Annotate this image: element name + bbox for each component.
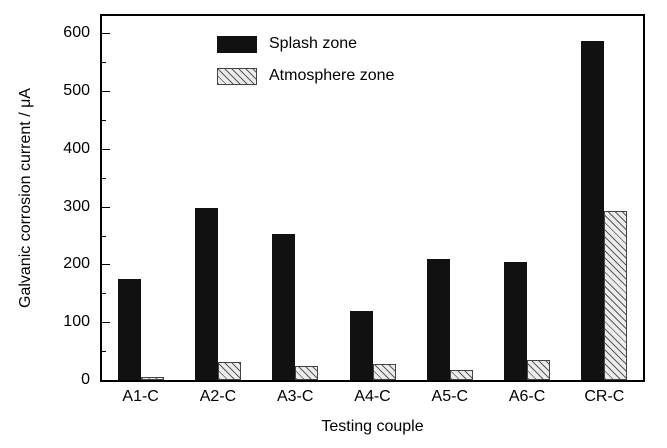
y-tick-label: 0 — [81, 371, 90, 388]
legend-label: Atmosphere zone — [269, 67, 395, 84]
y-major-tick — [102, 148, 110, 150]
x-tick-label: A4-C — [354, 388, 391, 405]
x-tick-label: A6-C — [508, 388, 546, 405]
bar-atmosphere-A2-C — [217, 361, 241, 380]
x-tick-label: CR-C — [584, 388, 625, 405]
y-minor-tick — [102, 62, 106, 64]
bar-atmosphere-A1-C — [140, 377, 164, 380]
bar-atmosphere-A3-C — [295, 365, 319, 380]
y-tick-label: 500 — [63, 82, 90, 100]
bar-atmosphere-CR-C — [604, 211, 628, 380]
bar-splash-CR-C — [581, 40, 605, 380]
bar-splash-A4-C — [349, 311, 373, 380]
bar-splash-A3-C — [272, 234, 296, 380]
x-tick-label: A5-C — [431, 388, 468, 405]
bar-splash-A1-C — [117, 278, 141, 380]
legend-label: Splash zone — [269, 35, 358, 52]
x-tick-label: A1-C — [122, 388, 159, 405]
y-major-tick — [102, 33, 110, 35]
y-minor-tick — [102, 120, 106, 121]
splash-zone-swatch-icon — [217, 35, 257, 53]
legend-row: Atmosphere zone — [217, 64, 394, 88]
x-tick-label: A3-C — [276, 388, 314, 405]
legend-row: Splash zone — [217, 32, 394, 56]
y-minor-tick — [102, 177, 106, 179]
x-axis-title: Testing couple — [321, 418, 424, 435]
y-major-tick — [102, 322, 110, 324]
y-major-tick — [102, 91, 110, 93]
y-tick-label: 200 — [63, 255, 90, 273]
legend: Splash zone Atmosphere zone — [217, 32, 394, 96]
bar-atmosphere-A4-C — [372, 363, 396, 380]
y-minor-tick — [102, 293, 106, 295]
bar-atmosphere-A5-C — [449, 369, 473, 380]
y-major-tick — [102, 264, 110, 266]
bar-splash-A5-C — [426, 259, 450, 380]
y-tick-label: 100 — [63, 313, 90, 331]
y-tick-label: 400 — [63, 139, 90, 157]
y-major-tick — [102, 206, 110, 208]
bar-splash-A6-C — [504, 262, 528, 380]
bar-atmosphere-A6-C — [527, 360, 551, 380]
y-minor-tick — [102, 235, 106, 237]
x-tick-label: A2-C — [199, 388, 237, 405]
plot-area: Splash zone Atmosphere zone — [100, 14, 645, 382]
y-tick-label: 300 — [63, 197, 90, 215]
bar-splash-A2-C — [194, 208, 218, 380]
y-minor-tick — [102, 351, 106, 353]
y-tick-label: 600 — [63, 24, 90, 42]
atmosphere-zone-swatch-icon — [217, 67, 257, 85]
